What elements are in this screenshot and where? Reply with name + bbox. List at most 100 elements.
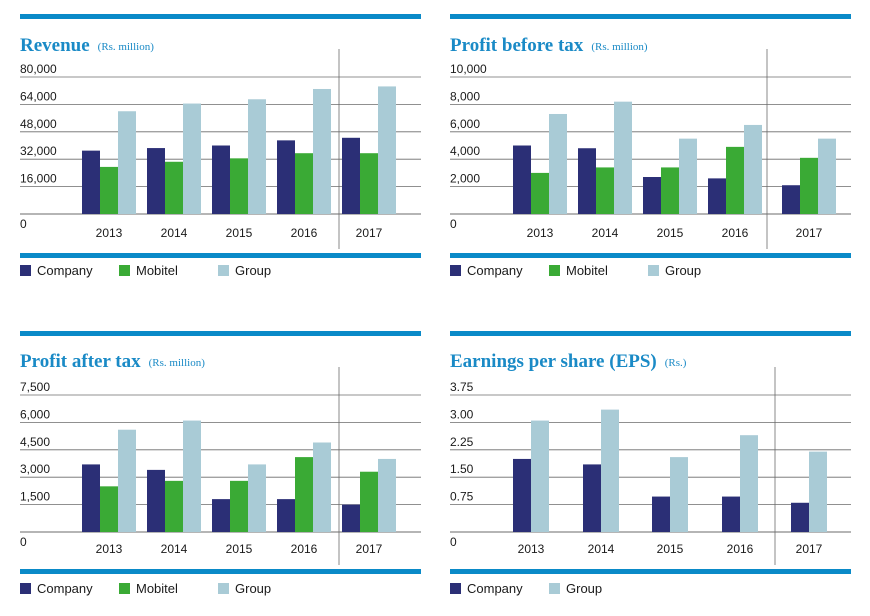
chart-panel-2: Profit before tax (Rs. million) 0 2,000 4,00… — [450, 14, 851, 278]
bar-company-2016 — [277, 140, 295, 214]
bar-group-2016 — [744, 124, 762, 214]
chart-title: Profit before tax — [450, 35, 584, 56]
legend-swatch-mobitel — [549, 265, 560, 276]
panel-top-bar — [450, 14, 851, 19]
bar-mobitel-2013 — [100, 486, 118, 532]
legend-label-company: Company — [467, 581, 523, 596]
x-category-label: 2017 — [796, 542, 823, 556]
chart-unit: (Rs. million) — [98, 41, 155, 53]
legend-label-group: Group — [235, 263, 271, 278]
bar-company-2015 — [643, 177, 661, 214]
legend-label-group: Group — [665, 263, 701, 278]
chart-unit: (Rs. million) — [591, 41, 648, 53]
bar-company-2016 — [722, 496, 740, 532]
bar-company-2017 — [342, 504, 360, 532]
bar-company-2014 — [147, 148, 165, 214]
x-category-label: 2013 — [527, 226, 554, 240]
x-category-label: 2014 — [592, 226, 619, 240]
bar-mobitel-2016 — [726, 146, 744, 214]
legend-label-company: Company — [467, 263, 523, 278]
chart-panel-1: Revenue (Rs. million) 0 16,000 32,000 48,000 6… — [20, 14, 421, 278]
panel-top-bar — [20, 331, 421, 336]
y-tick-label: 6,000 — [20, 407, 50, 421]
bar-group-2017 — [378, 458, 396, 532]
bar-mobitel-2013 — [531, 172, 549, 214]
y-tick-label: 8,000 — [450, 89, 480, 103]
bar-group-2015 — [248, 99, 266, 214]
y-tick-label: 0 — [20, 217, 27, 231]
bar-mobitel-2016 — [295, 457, 313, 532]
bar-mobitel-2015 — [230, 480, 248, 532]
bar-mobitel-2014 — [596, 167, 614, 214]
legend-label-company: Company — [37, 263, 93, 278]
y-tick-label: 16,000 — [20, 172, 57, 186]
y-tick-label: 1.50 — [450, 462, 474, 476]
bar-company-2015 — [212, 499, 230, 532]
bar-group-2015 — [248, 464, 266, 532]
x-category-label: 2014 — [588, 542, 615, 556]
bar-group-2017 — [378, 86, 396, 214]
bar-company-2016 — [277, 499, 295, 532]
panel-top-bar — [20, 14, 421, 19]
chart-panel-4: Earnings per share (EPS) (Rs.) 0 0.75 1.50 2.… — [450, 331, 851, 596]
bar-company-2017 — [791, 502, 809, 532]
x-category-label: 2017 — [356, 226, 383, 240]
legend-swatch-group — [218, 265, 229, 276]
panel-bottom-bar — [450, 569, 851, 574]
bar-company-2013 — [82, 464, 100, 532]
y-tick-label: 64,000 — [20, 89, 57, 103]
bar-company-2013 — [513, 458, 531, 532]
bar-mobitel-2014 — [165, 480, 183, 532]
bar-group-2017 — [818, 138, 836, 214]
y-tick-label: 6,000 — [450, 117, 480, 131]
bar-mobitel-2017 — [360, 153, 378, 214]
legend-swatch-company — [450, 583, 461, 594]
x-category-label: 2015 — [657, 542, 684, 556]
bar-company-2017 — [342, 137, 360, 214]
bar-mobitel-2015 — [661, 167, 679, 214]
x-category-label: 2016 — [722, 226, 749, 240]
bar-group-2013 — [118, 429, 136, 532]
bar-company-2014 — [583, 464, 601, 532]
y-tick-label: 3.75 — [450, 380, 474, 394]
bar-company-2015 — [212, 145, 230, 214]
y-tick-label: 3.00 — [450, 407, 474, 421]
bar-company-2014 — [578, 148, 596, 214]
bar-group-2013 — [531, 420, 549, 532]
legend-swatch-company — [20, 583, 31, 594]
panel-top-bar — [450, 331, 851, 336]
panel-bottom-bar — [20, 253, 421, 258]
bar-mobitel-2017 — [360, 471, 378, 532]
y-tick-label: 32,000 — [20, 144, 57, 158]
chart-panel-3: Profit after tax (Rs. million) 0 1,500 3,000… — [20, 331, 421, 596]
legend-label-mobitel: Mobitel — [566, 263, 608, 278]
legend-label-mobitel: Mobitel — [136, 581, 178, 596]
bar-mobitel-2016 — [295, 153, 313, 214]
y-tick-label: 0.75 — [450, 490, 474, 504]
bar-mobitel-2015 — [230, 158, 248, 214]
legend-swatch-group — [218, 583, 229, 594]
bar-group-2015 — [679, 138, 697, 214]
legend-swatch-mobitel — [119, 265, 130, 276]
y-tick-label: 80,000 — [20, 62, 57, 76]
y-tick-label: 4,500 — [20, 435, 50, 449]
bar-group-2017 — [809, 451, 827, 532]
legend-label-mobitel: Mobitel — [136, 263, 178, 278]
bar-company-2016 — [708, 178, 726, 214]
y-tick-label: 0 — [450, 217, 457, 231]
bar-group-2016 — [740, 435, 758, 532]
chart-title: Profit after tax — [20, 351, 141, 372]
x-category-label: 2017 — [356, 542, 383, 556]
chart-unit: (Rs.) — [665, 357, 687, 369]
bar-mobitel-2017 — [800, 157, 818, 214]
x-category-label: 2017 — [796, 226, 823, 240]
x-category-label: 2016 — [727, 542, 754, 556]
x-category-label: 2013 — [96, 542, 123, 556]
bar-group-2014 — [183, 420, 201, 532]
legend-swatch-company — [20, 265, 31, 276]
x-category-label: 2013 — [518, 542, 545, 556]
chart-title: Earnings per share (EPS) — [450, 351, 657, 372]
bar-company-2013 — [513, 145, 531, 214]
chart-title: Revenue — [20, 35, 90, 56]
